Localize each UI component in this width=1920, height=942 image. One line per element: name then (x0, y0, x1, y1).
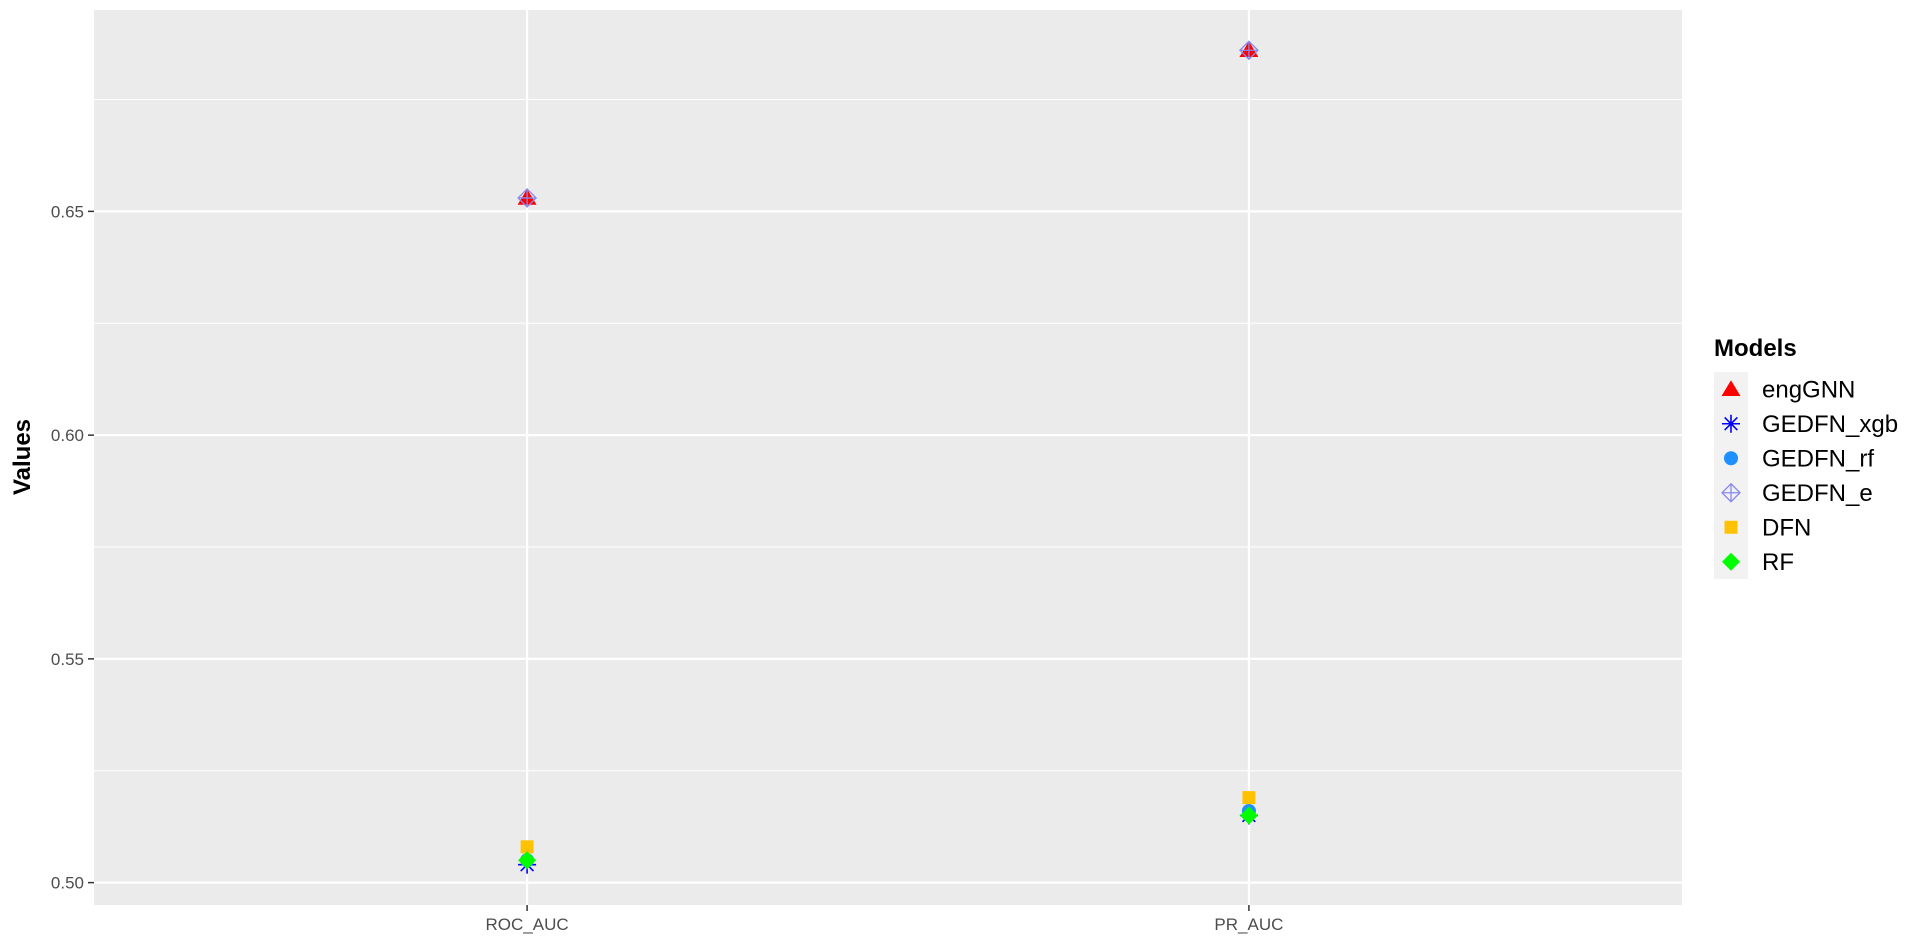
legend-title: Models (1714, 335, 1797, 362)
y-axis: 0.50 0.55 0.60 0.65 (51, 202, 94, 893)
data-points (517, 40, 1259, 874)
x-tick-label: PR_AUC (1214, 915, 1283, 934)
y-tick-label: 0.55 (51, 650, 84, 669)
legend-key-RF (1722, 552, 1740, 571)
point-RF-PR_AUC (1239, 806, 1258, 825)
legend-key-background (1714, 372, 1748, 579)
y-tick-label: 0.60 (51, 426, 84, 445)
y-tick-label: 0.50 (51, 874, 84, 893)
gridlines (94, 10, 1682, 905)
point-RF-ROC_AUC (518, 851, 537, 870)
y-axis-title: Values (9, 419, 36, 495)
legend-key-GEDFN_rf (1723, 451, 1739, 466)
y-tick-label: 0.65 (51, 202, 84, 221)
legend-key-GEDFN_e (1721, 482, 1741, 503)
legend-label: RF (1762, 549, 1794, 576)
point-DFN-PR_AUC (1242, 791, 1256, 805)
legend-key-DFN (1724, 520, 1738, 534)
point-DFN-ROC_AUC (520, 840, 534, 854)
point-GEDFN_e-PR_AUC (1238, 40, 1259, 61)
legend-key-GEDFN_xgb (1722, 414, 1740, 433)
legend-label: GEDFN_xgb (1762, 411, 1898, 438)
x-tick-label: ROC_AUC (486, 915, 569, 934)
legend-label: engGNN (1762, 376, 1855, 403)
legend-label: GEDFN_rf (1762, 445, 1874, 472)
x-axis: ROC_AUC PR_AUC (486, 905, 1283, 934)
point-GEDFN_e-ROC_AUC (517, 188, 538, 208)
legend-label: DFN (1762, 514, 1811, 541)
legend-key-engGNN (1721, 380, 1741, 396)
legend-label: GEDFN_e (1762, 480, 1873, 507)
legend: Models engGNN GEDFN_xgb GEDFN_rf GEDFN_e DFN… (1714, 335, 1898, 579)
panel-background (94, 10, 1682, 905)
